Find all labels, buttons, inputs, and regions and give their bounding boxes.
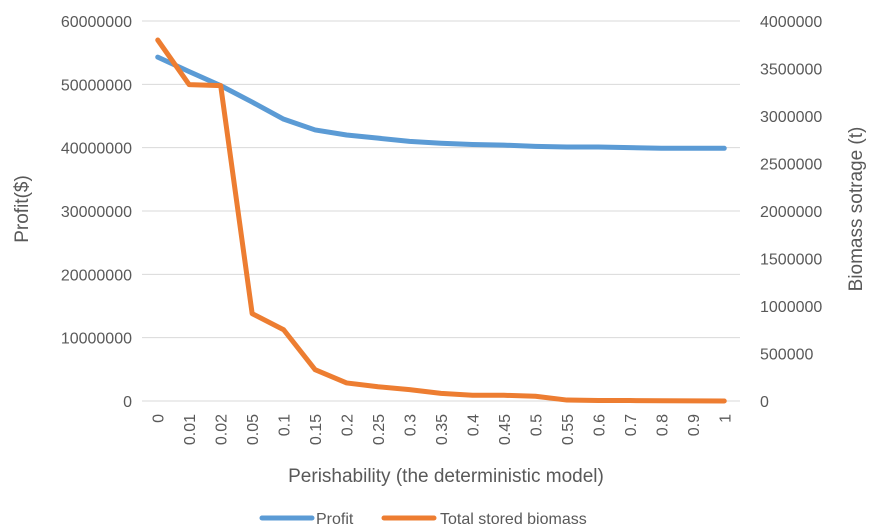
x-tick-label: 0.01 <box>182 414 199 445</box>
x-tick-label: 0.7 <box>623 414 640 436</box>
y-axis-title: Profit($) <box>12 175 33 243</box>
y2-tick-label: 2000000 <box>760 204 822 221</box>
x-tick-label: 0.25 <box>371 414 388 445</box>
x-tick-label: 0.15 <box>308 414 325 445</box>
legend-label-profit: Profit <box>316 511 354 528</box>
left-axis-ticks: 0 10000000 20000000 30000000 40000000 5000000… <box>61 14 132 411</box>
gridlines <box>142 20 740 402</box>
y-tick-label: 50000000 <box>61 77 132 94</box>
y-tick-label: 40000000 <box>61 141 132 158</box>
y2-tick-label: 500000 <box>760 347 813 364</box>
y-tick-label: 10000000 <box>61 331 132 348</box>
legend: Profit Total stored biomass <box>259 511 587 528</box>
x-tick-label: 0.55 <box>560 414 577 445</box>
series-line-biomass <box>155 37 727 404</box>
x-tick-label: 0.1 <box>277 414 294 436</box>
y2-tick-label: 0 <box>760 394 769 411</box>
x-tick-label: 0.35 <box>434 414 451 445</box>
x-tick-label: 0.9 <box>686 414 703 436</box>
x-tick-label: 0.2 <box>340 414 357 436</box>
x-axis-ticks: 0 0.01 0.02 0.05 0.1 0.15 0.2 0.25 0.3 0.35 0.4 0.4… <box>151 414 735 445</box>
legend-label-biomass: Total stored biomass <box>440 511 587 528</box>
x-tick-label: 0.6 <box>591 414 608 436</box>
x-tick-label: 0.5 <box>528 414 545 436</box>
y-tick-label: 60000000 <box>61 14 132 31</box>
y-tick-label: 20000000 <box>61 267 132 284</box>
series-lines <box>155 37 727 404</box>
y2-tick-label: 4000000 <box>760 14 822 31</box>
y-tick-label: 30000000 <box>61 204 132 221</box>
x-tick-label: 0 <box>151 414 168 423</box>
y-tick-label: 0 <box>123 394 132 411</box>
x-axis-title: Perishability (the deterministic model) <box>288 466 604 487</box>
series-line-profit <box>155 54 727 151</box>
x-tick-label: 0.8 <box>654 414 671 436</box>
x-tick-label: 0.3 <box>403 414 420 436</box>
x-tick-label: 0.02 <box>214 414 231 445</box>
x-tick-label: 0.4 <box>465 414 482 436</box>
x-tick-label: 1 <box>717 414 734 423</box>
y2-tick-label: 2500000 <box>760 157 822 174</box>
y2-tick-label: 3500000 <box>760 62 822 79</box>
y2-tick-label: 3000000 <box>760 109 822 126</box>
y2-tick-label: 1000000 <box>760 299 822 316</box>
y2-axis-title: Biomass sotrage (t) <box>846 127 867 292</box>
x-tick-label: 0.05 <box>245 414 262 445</box>
right-axis-ticks: 0 500000 1000000 1500000 2000000 2500000 30000… <box>760 14 822 411</box>
x-tick-label: 0.45 <box>497 414 514 445</box>
y2-tick-label: 1500000 <box>760 252 822 269</box>
